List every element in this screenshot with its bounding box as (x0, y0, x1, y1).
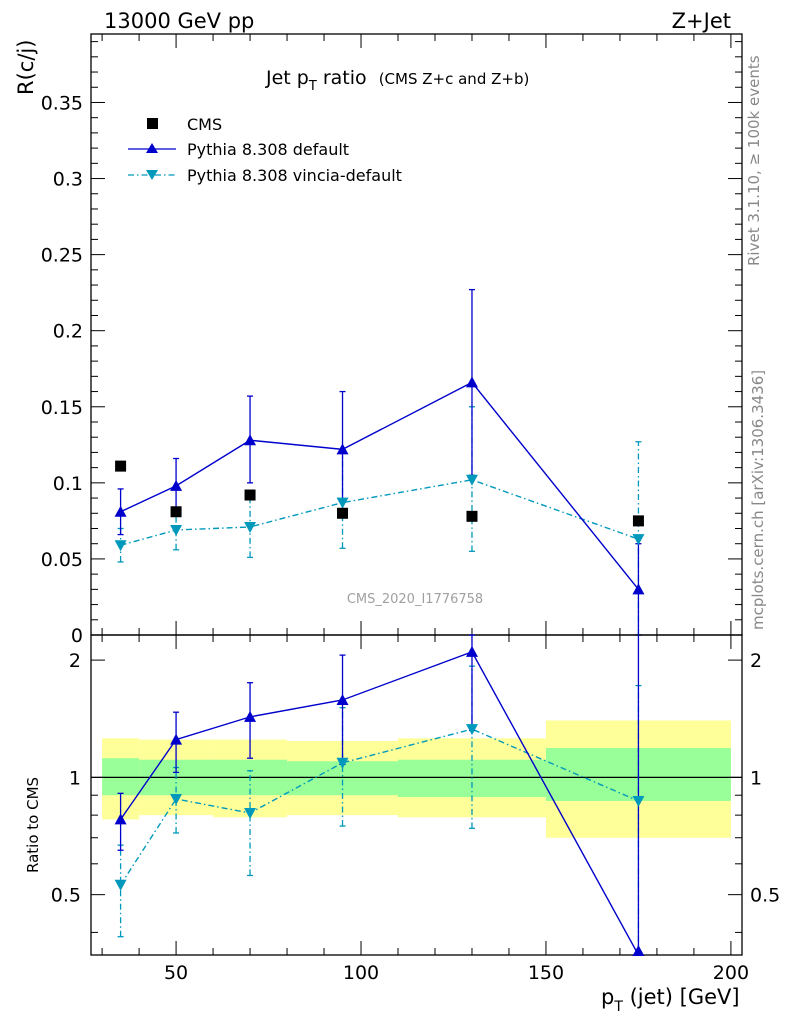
main-point-cms-0 (115, 460, 127, 472)
ratio-point-vincia-0 (114, 879, 127, 891)
ratio-ytick-label-right-2: 2 (750, 650, 762, 672)
main-point-cms-3 (337, 507, 349, 519)
side-label-bottom: mcplots.cern.ch [arXiv:1306.3436] (749, 370, 767, 630)
main-panel: 0 0.05 0.1 0.15 0.2 0.25 0.3 0.35 (41, 33, 743, 647)
ratio-point-default-5 (632, 945, 645, 956)
ratio-point-default-1 (170, 733, 183, 745)
main-point-vincia-4 (465, 474, 478, 486)
x-tick-label-50: 50 (164, 962, 188, 984)
main-point-default-5 (632, 583, 645, 595)
header-right-label: Z+Jet (672, 9, 731, 33)
main-ytick-label-5: 0.25 (41, 245, 83, 267)
main-point-default-3 (336, 443, 349, 455)
main-ytick-label-0: 0 (71, 625, 83, 647)
ratio-ytick-label-left-1: 1 (69, 767, 81, 789)
main-point-cms-5 (632, 515, 644, 527)
x-tick-label-150: 150 (528, 962, 564, 984)
ratio-point-vincia-1 (170, 794, 183, 806)
main-ylabel: R(c/j) (14, 40, 38, 95)
x-tick-label-200: 200 (713, 962, 749, 984)
ratio-point-vincia-2 (244, 808, 257, 820)
ratio-point-vincia-3 (336, 757, 349, 769)
analysis-label: CMS_2020_I1776758 (347, 592, 483, 607)
ratio-point-vincia-4 (465, 724, 478, 736)
legend-label-vincia: Pythia 8.308 vincia-default (187, 166, 402, 185)
ratio-point-default-2 (244, 710, 257, 722)
ratio-point-default-3 (336, 693, 349, 705)
main-point-cms-1 (170, 506, 182, 518)
chart-title-sub: T (308, 79, 317, 94)
ratio-point-vincia-5 (632, 795, 645, 807)
main-point-default-4 (465, 376, 478, 388)
main-ytick-label-1: 0.05 (41, 549, 83, 571)
main-ytick-label-6: 0.3 (53, 169, 83, 191)
main-point-vincia-0 (114, 540, 127, 552)
ratio-ytick-label-left-0: 0.5 (51, 885, 81, 907)
main-point-vincia-3 (336, 497, 349, 509)
ratio-line-vincia (120, 728, 639, 886)
chart-title-main: Jet p (265, 67, 309, 89)
x-axis-label-rest: (jet) [GeV] (623, 985, 740, 1009)
legend-marker-cms (147, 118, 158, 129)
main-point-cms-4 (466, 510, 478, 522)
ratio-ytick-label-right-0: 0.5 (750, 885, 780, 907)
ratio-band-green-0 (102, 758, 140, 796)
chart-title-paren: (CMS Z+c and Z+b) (379, 70, 530, 88)
main-point-default-1 (170, 479, 183, 491)
side-label-top: Rivet 3.1.10, ≥ 100k events (745, 55, 763, 266)
x-axis-label-main: p (601, 985, 614, 1009)
main-ytick-label-7: 0.35 (41, 92, 83, 114)
ratio-point-default-4 (465, 645, 478, 657)
main-point-vincia-5 (632, 534, 645, 546)
main-line-vincia (120, 479, 639, 546)
x-axis-label-sub: T (613, 999, 623, 1015)
x-tick-label-100: 100 (343, 962, 379, 984)
main-ytick-label-3: 0.15 (41, 397, 83, 419)
chart-title-rest: ratio (317, 67, 367, 89)
legend-label-cms: CMS (187, 115, 222, 134)
main-line-default (120, 381, 639, 590)
main-point-default-2 (244, 434, 257, 446)
x-axis-label: pT (jet) [GeV] (601, 985, 740, 1015)
ratio-line-default (120, 650, 640, 956)
main-point-vincia-2 (244, 521, 257, 533)
ratio-point-default-0 (114, 813, 127, 825)
ratio-ytick-label-right-1: 1 (750, 767, 762, 789)
legend-marker-default (146, 143, 158, 153)
legend: CMS Pythia 8.308 default Pythia 8.308 vi… (128, 115, 402, 185)
main-point-default-0 (114, 505, 127, 517)
legend-label-default: Pythia 8.308 default (187, 140, 349, 159)
header-left-label: 13000 GeV pp (104, 9, 254, 33)
main-ytick-label-4: 0.2 (53, 321, 83, 343)
ratio-ytick-label-left-2: 2 (69, 650, 81, 672)
legend-marker-vincia (146, 170, 158, 180)
ratio-panel: 50 100 150 200 0.5 0.5 1 1 2 2 (51, 634, 780, 984)
main-point-cms-2 (244, 489, 256, 501)
chart-title: Jet pT ratio (CMS Z+c and Z+b) (265, 67, 529, 94)
main-point-vincia-1 (170, 525, 183, 537)
main-ytick-label-2: 0.1 (53, 473, 83, 495)
ratio-ylabel: Ratio to CMS (24, 777, 42, 873)
